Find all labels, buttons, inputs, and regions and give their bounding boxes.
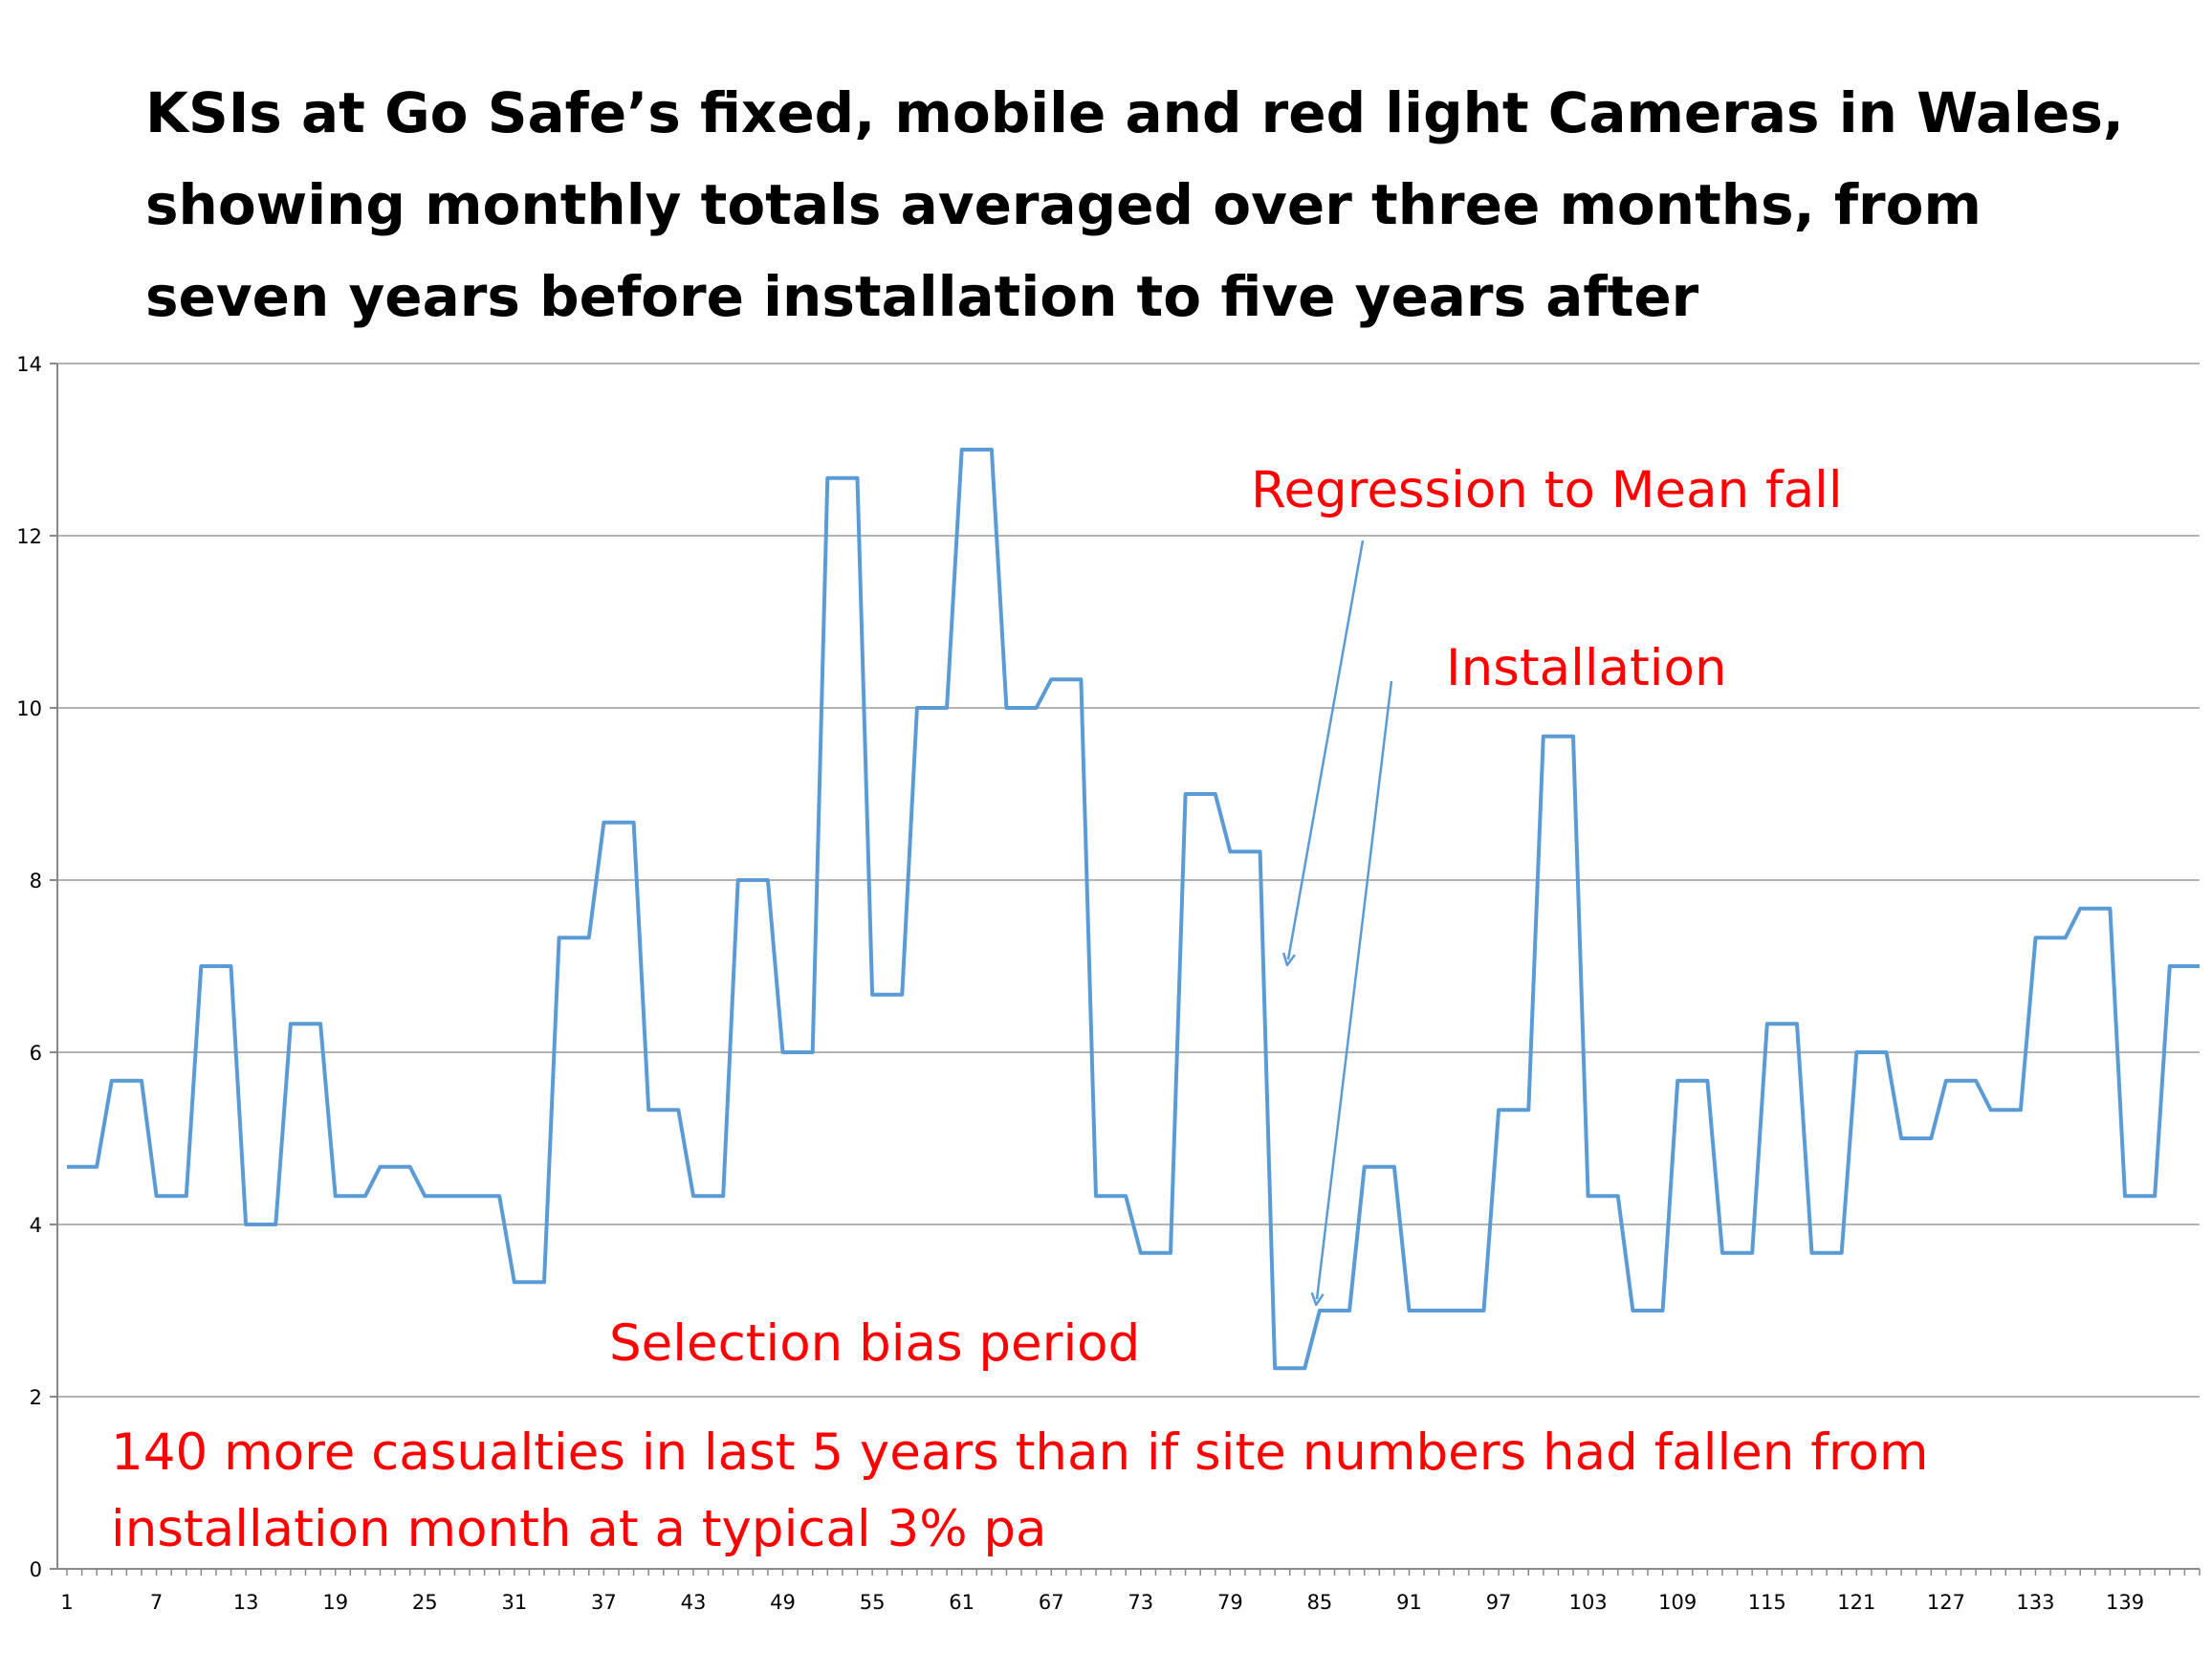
annotation-selection-bias: Selection bias period bbox=[609, 1314, 1140, 1373]
x-tick-label: 133 bbox=[2016, 1591, 2054, 1614]
chart-title: KSIs at Go Safe’s fixed, mobile and red … bbox=[145, 67, 2154, 342]
x-tick-label: 127 bbox=[1927, 1591, 1965, 1614]
chart-title-line-2: showing monthly totals averaged over thr… bbox=[145, 172, 1982, 237]
grid-layer bbox=[57, 363, 2200, 1398]
x-tick-label: 109 bbox=[1658, 1591, 1697, 1614]
x-tick-label: 31 bbox=[501, 1591, 527, 1614]
series-line-0 bbox=[67, 448, 2200, 1371]
x-tick-label: 121 bbox=[1837, 1591, 1875, 1614]
x-tick-label: 91 bbox=[1396, 1591, 1422, 1614]
x-tick-label: 37 bbox=[591, 1591, 617, 1614]
chart-title-line-3: seven years before installation to five … bbox=[145, 264, 1699, 329]
x-tick-label: 43 bbox=[681, 1591, 707, 1614]
installation-arrow bbox=[1317, 680, 1393, 1299]
x-tick-label: 85 bbox=[1307, 1591, 1333, 1614]
x-tick-label: 61 bbox=[949, 1591, 975, 1614]
y-tick-label: 2 bbox=[30, 1386, 42, 1409]
y-tick-label: 0 bbox=[30, 1558, 42, 1581]
y-tick-label: 6 bbox=[30, 1042, 42, 1065]
x-tick-label: 79 bbox=[1217, 1591, 1243, 1614]
x-tick-label: 13 bbox=[233, 1591, 259, 1614]
y-tick-label: 4 bbox=[30, 1214, 42, 1237]
x-tick-label: 1 bbox=[60, 1591, 73, 1614]
x-tick-label: 49 bbox=[770, 1591, 796, 1614]
x-tick-label: 73 bbox=[1128, 1591, 1153, 1614]
x-tick-label: 19 bbox=[322, 1591, 348, 1614]
y-tick-label: 10 bbox=[16, 697, 42, 720]
x-tick-label: 97 bbox=[1486, 1591, 1512, 1614]
annotation-regression: Regression to Mean fall bbox=[1251, 461, 1843, 519]
axis-layer: 0 2 4 6 8 10 12 14 1 7 13 19 25 31 37 43 49 55 61 67 73 79 85 9… bbox=[16, 353, 2201, 1614]
y-tick-label: 14 bbox=[16, 353, 42, 376]
x-tick-label: 25 bbox=[412, 1591, 438, 1614]
annotation-installation: Installation bbox=[1446, 639, 1727, 697]
y-tick-label: 12 bbox=[16, 525, 42, 548]
annotation-note-line-1: 140 more casualties in last 5 years than… bbox=[111, 1423, 1929, 1482]
x-tick-label: 115 bbox=[1748, 1591, 1786, 1614]
chart-title-line-1: KSIs at Go Safe’s fixed, mobile and red … bbox=[145, 80, 2124, 145]
regression-arrow bbox=[1288, 540, 1365, 959]
series-layer bbox=[67, 448, 2200, 1371]
x-tick-label: 67 bbox=[1039, 1591, 1064, 1614]
annotation-layer: Regression to Mean fall Installation Sel… bbox=[111, 461, 1929, 1558]
x-tick-label: 103 bbox=[1569, 1591, 1608, 1614]
y-tick-label: 8 bbox=[30, 870, 42, 893]
x-tick-label: 55 bbox=[860, 1591, 886, 1614]
annotation-note-line-2: installation month at a typical 3% pa bbox=[111, 1500, 1047, 1558]
x-tick-label: 139 bbox=[2106, 1591, 2144, 1614]
x-tick-label: 7 bbox=[150, 1591, 163, 1614]
